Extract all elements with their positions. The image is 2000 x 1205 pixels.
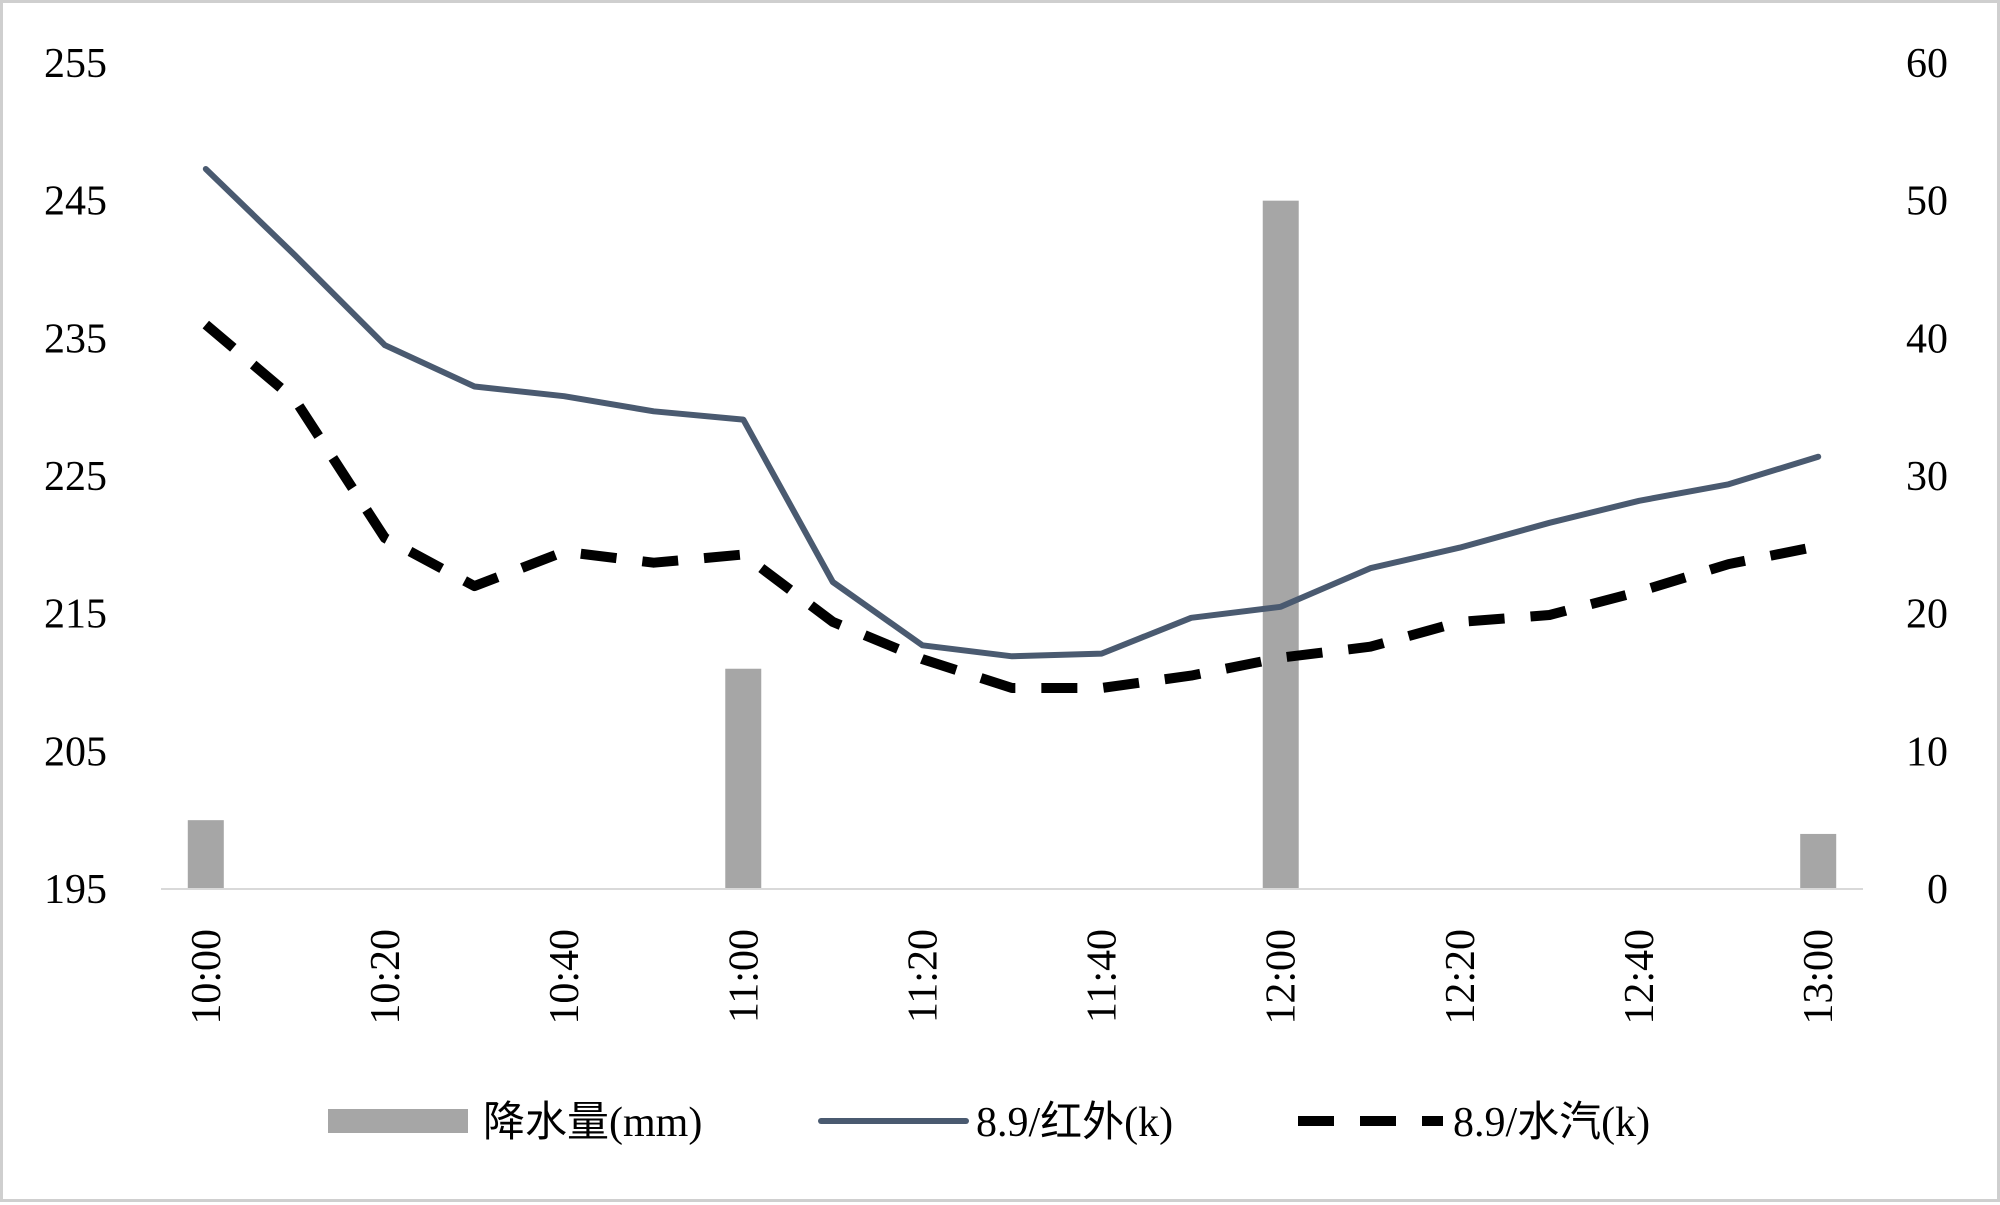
y-left-tick-label: 195 [44,867,107,913]
x-tick-label: 10:00 [184,929,230,1025]
y-left-tick-label: 215 [44,592,107,638]
x-tick-label: 12:40 [1617,929,1663,1025]
y-right-tick-label: 40 [1906,316,1948,362]
x-tick-label: 11:40 [1080,929,1126,1023]
y-right-tick-label: 10 [1906,729,1948,775]
series-line-1 [202,166,1822,660]
y-right-tick-label: 0 [1927,867,1948,913]
x-tick-label: 12:20 [1438,929,1484,1025]
y-left-tick-label: 245 [44,179,107,225]
y-right-tick-label: 60 [1906,41,1948,87]
legend-label: 8.9/红外(k) [976,1100,1173,1146]
legend-swatch-bar [328,1109,468,1133]
x-tick-label: 12:00 [1259,929,1305,1025]
bar-1300 [1800,833,1837,889]
legend-label: 8.9/水汽(k) [1453,1100,1650,1146]
bar-1000 [187,820,224,889]
x-tick-label: 10:20 [363,929,409,1025]
combo-chart-svg: 195 205 215 225 235 245 255 0 10 20 30 40 50 60 10:00 1… [44,41,1948,1146]
y-left-tick-label: 205 [44,729,107,775]
x-tick-label: 11:00 [721,929,767,1023]
y-right-tick-label: 20 [1906,592,1948,638]
x-tick-label: 10:40 [542,929,588,1025]
series-line-2 [202,320,1820,693]
y-left-tick-label: 255 [44,41,107,87]
y-left-tick-label: 225 [44,454,107,500]
bar-1100 [725,668,762,889]
x-tick-label: 13:00 [1796,929,1842,1025]
legend-label: 降水量(mm) [483,1100,702,1146]
y-right-tick-label: 30 [1906,454,1948,500]
y-right-tick-label: 50 [1906,179,1948,225]
x-tick-label: 11:20 [900,929,946,1023]
bar-1200 [1262,200,1299,889]
y-left-tick-label: 235 [44,316,107,362]
